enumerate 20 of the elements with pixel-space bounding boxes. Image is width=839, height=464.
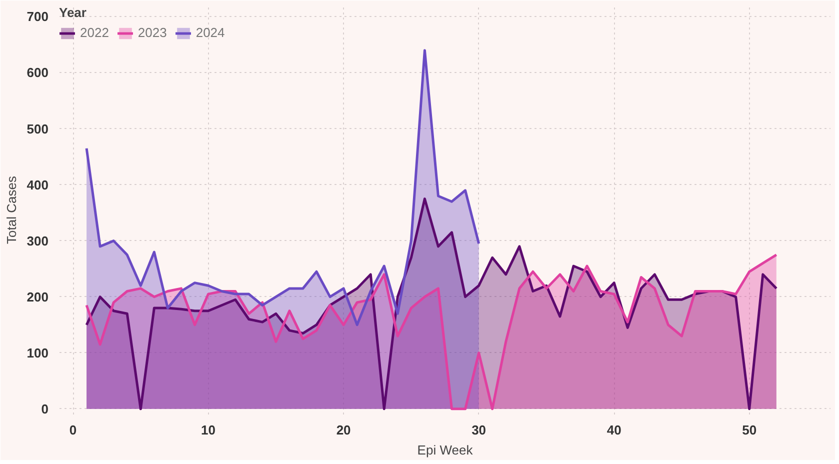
x-tick-label: 0 — [69, 422, 77, 438]
x-tick-label: 30 — [472, 422, 486, 438]
y-axis-title: Total Cases — [4, 176, 19, 244]
y-tick-label: 500 — [26, 121, 49, 136]
legend-title: Year — [59, 5, 88, 20]
y-tick-label: 400 — [26, 177, 49, 192]
x-tick-label: 40 — [606, 422, 622, 438]
y-tick-label: 600 — [26, 65, 49, 80]
y-tick-label: 300 — [26, 233, 49, 248]
y-tick-label: 0 — [41, 401, 49, 416]
y-tick-label: 100 — [26, 345, 49, 360]
legend-label: 2024 — [196, 25, 225, 40]
x-tick-label: 20 — [336, 422, 351, 438]
y-tick-label: 200 — [26, 289, 49, 304]
legend-label: 2022 — [80, 25, 109, 40]
x-tick-label: 10 — [201, 422, 216, 438]
y-tick-label: 700 — [26, 9, 49, 24]
x-tick-label: 50 — [742, 422, 757, 438]
x-axis-title: Epi Week — [417, 442, 474, 458]
legend-label: 2023 — [138, 25, 167, 40]
